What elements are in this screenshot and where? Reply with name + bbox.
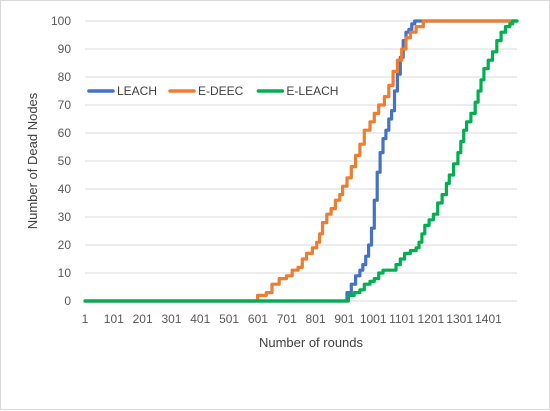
x-tick-label: 301 — [161, 312, 181, 326]
series-group — [83, 19, 519, 303]
y-tick-label: 80 — [58, 70, 72, 84]
legend-label-e-deec: E-DEEC — [198, 84, 244, 98]
y-tick-label: 30 — [58, 210, 72, 224]
x-tick-label: 1301 — [446, 312, 473, 326]
x-tick-label: 1401 — [475, 312, 502, 326]
series-line-e-deec — [83, 19, 519, 303]
legend: LEACH E-DEEC E-LEACH — [87, 84, 338, 98]
x-tick-label: 401 — [190, 312, 210, 326]
y-tick-label: 50 — [58, 154, 72, 168]
x-tick-label: 701 — [277, 312, 297, 326]
x-tick-label: 1 — [82, 312, 89, 326]
series-line-e-leach — [83, 19, 519, 303]
legend-label-leach: LEACH — [117, 84, 157, 98]
x-axis-ticks: 1 101 201 301 401 501 601 701 801 901 1001 1101 1201… — [82, 312, 502, 326]
y-tick-label: 10 — [58, 266, 72, 280]
grid-lines — [85, 20, 517, 274]
x-tick-label: 801 — [306, 312, 326, 326]
y-tick-label: 40 — [58, 182, 72, 196]
x-tick-label: 901 — [334, 312, 354, 326]
y-tick-label: 20 — [58, 238, 72, 252]
y-tick-label: 0 — [64, 294, 71, 308]
y-tick-label: 70 — [58, 98, 72, 112]
x-tick-label: 1201 — [417, 312, 444, 326]
x-axis-title: Number of rounds — [259, 335, 364, 350]
y-tick-label: 90 — [58, 42, 72, 56]
y-tick-label: 100 — [51, 14, 71, 28]
x-tick-label: 601 — [248, 312, 268, 326]
x-tick-label: 101 — [104, 312, 124, 326]
y-axis-ticks: 0 10 20 30 40 50 60 70 80 90 100 — [51, 14, 71, 308]
x-tick-label: 1101 — [389, 312, 415, 326]
x-tick-label: 501 — [219, 312, 239, 326]
y-axis-title: Number of Dead Nodes — [25, 92, 40, 229]
y-tick-label: 60 — [58, 126, 72, 140]
x-tick-label: 201 — [133, 312, 153, 326]
legend-label-e-leach: E-LEACH — [286, 84, 338, 98]
x-tick-label: 1001 — [360, 312, 387, 326]
